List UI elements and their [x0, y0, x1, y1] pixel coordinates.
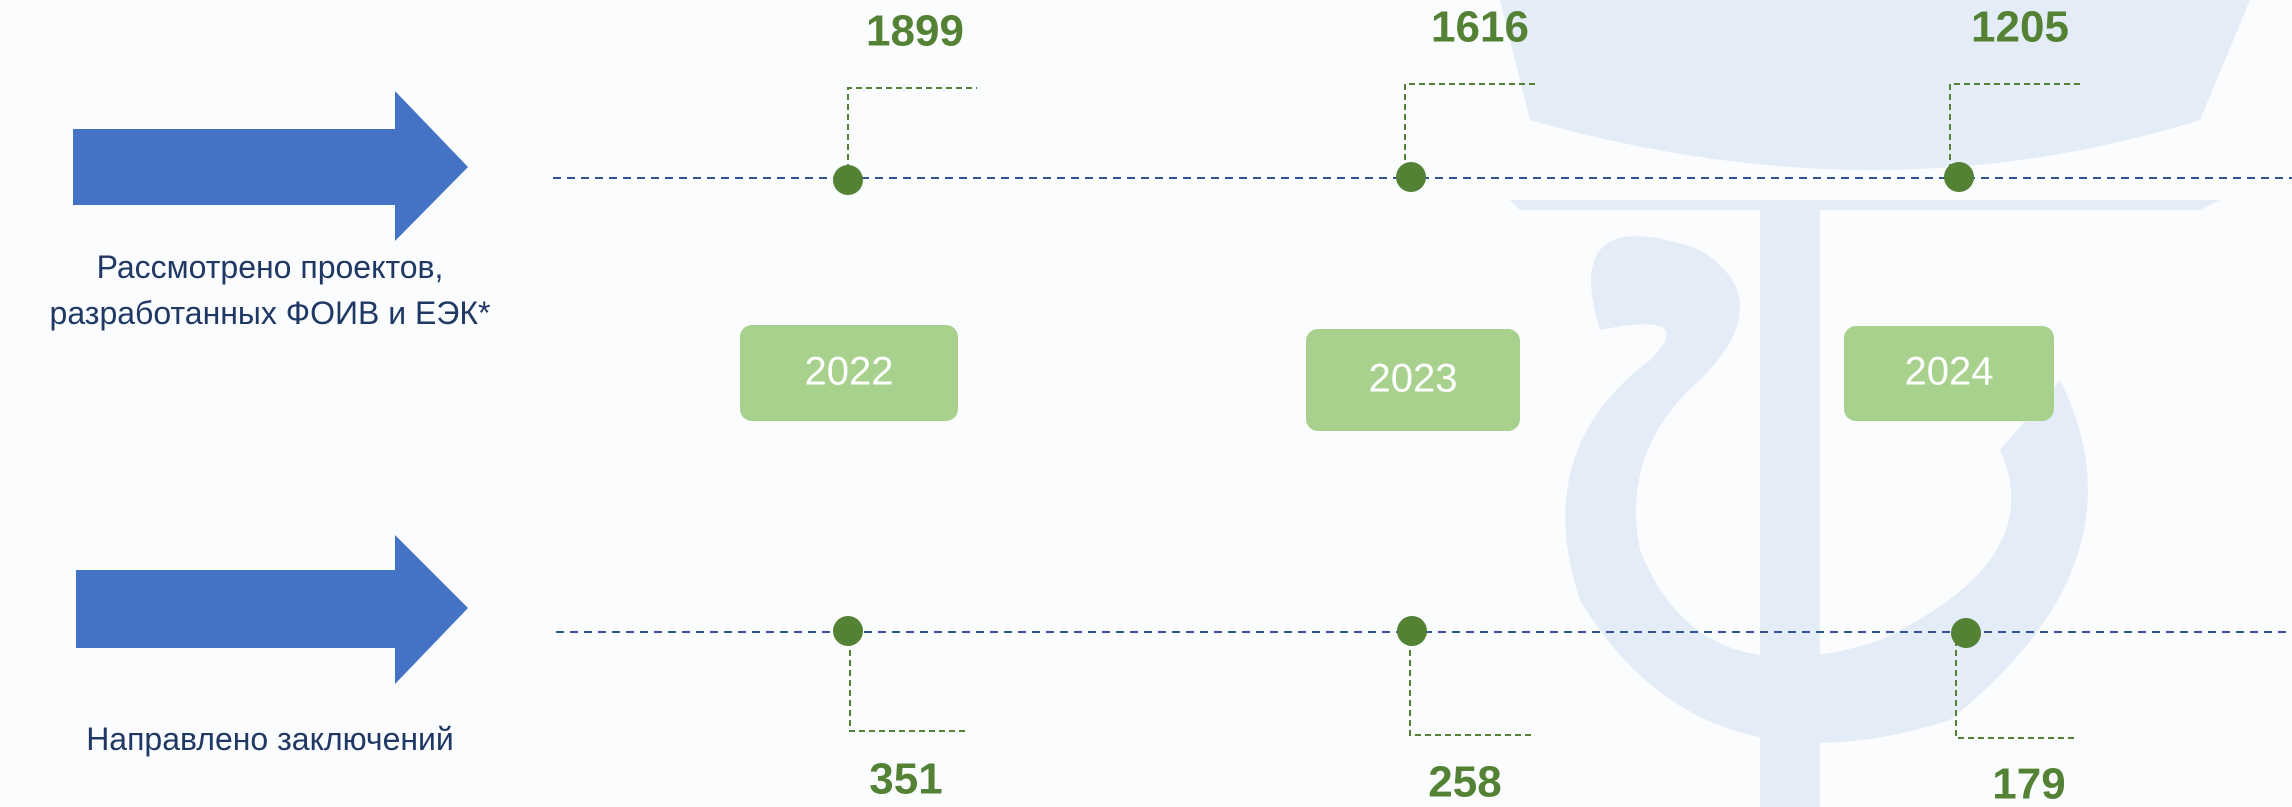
year: 2024	[1905, 350, 1994, 394]
dot	[1951, 618, 1981, 648]
callout-line	[850, 640, 969, 731]
slide: 1899 1616 1205 351 258 179 2022 2023 202…	[0, 0, 2292, 807]
arrow	[73, 91, 468, 241]
row-label: Рассмотрено проектов, разработанных ФОИВ…	[5, 244, 535, 336]
dot	[833, 165, 863, 195]
callout-line	[848, 88, 977, 170]
value: 351	[869, 755, 942, 804]
year: 2023	[1369, 357, 1458, 401]
callout-line	[1405, 84, 1538, 170]
dot	[1944, 162, 1974, 192]
dot	[1397, 616, 1427, 646]
dot	[1396, 162, 1426, 192]
value: 1899	[866, 7, 964, 56]
arrow	[76, 535, 468, 684]
value: 1205	[1971, 3, 2069, 52]
dot	[833, 616, 863, 646]
value: 179	[1992, 760, 2065, 807]
row-label: Направлено заключений	[5, 716, 535, 762]
year: 2022	[805, 350, 894, 394]
value: 258	[1428, 758, 1501, 807]
diagram: 1899 1616 1205 351 258 179 2022 2023 202…	[0, 0, 2292, 807]
value: 1616	[1431, 3, 1529, 52]
callout-line	[1410, 640, 1531, 735]
